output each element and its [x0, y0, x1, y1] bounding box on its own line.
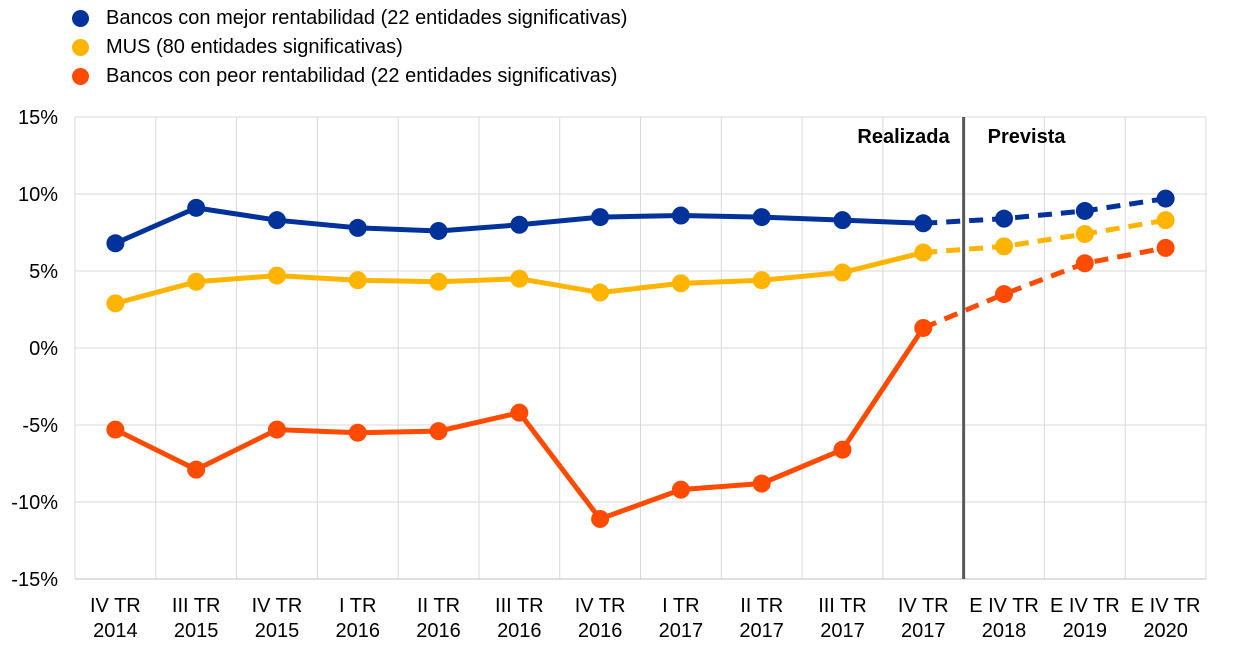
x-tick-label-year: 2018 — [982, 620, 1027, 642]
data-point — [833, 211, 852, 230]
x-tick-label-year: 2017 — [901, 620, 946, 642]
legend: Bancos con mejor rentabilidad (22 entida… — [72, 4, 627, 91]
data-point — [752, 474, 771, 493]
data-point — [267, 420, 286, 439]
y-tick-label: -10% — [11, 492, 58, 514]
data-point — [671, 206, 690, 225]
data-point — [833, 263, 852, 282]
legend-marker-best-banks — [72, 10, 89, 27]
data-point — [1075, 201, 1094, 220]
legend-label-worst-banks: Bancos con peor rentabilidad (22 entidad… — [106, 65, 618, 87]
x-tick-label-year: 2016 — [416, 620, 461, 642]
data-point — [591, 283, 610, 302]
data-point — [671, 480, 690, 499]
legend-marker-mus — [72, 39, 89, 56]
legend-label-mus: MUS (80 entidades significativas) — [106, 36, 403, 58]
data-point — [914, 318, 933, 337]
data-point — [591, 208, 610, 227]
data-point — [429, 422, 448, 441]
y-tick-label: 5% — [29, 261, 58, 283]
data-point — [348, 218, 367, 237]
x-tick-label: E IV TR — [969, 595, 1039, 617]
x-tick-label: I TR — [662, 595, 699, 617]
data-point — [1075, 254, 1094, 273]
data-point — [510, 215, 529, 234]
x-tick-label: I TR — [339, 595, 376, 617]
x-tick-label-year: 2016 — [497, 620, 542, 642]
x-tick-label: IV TR — [252, 595, 303, 617]
series-line-forecast — [923, 217, 1167, 256]
x-tick-label-year: 2017 — [820, 620, 865, 642]
data-point — [995, 285, 1014, 304]
legend-item-best-banks[interactable]: Bancos con mejor rentabilidad (22 entida… — [72, 4, 627, 33]
x-tick-label: IV TR — [90, 595, 141, 617]
x-tick-label: III TR — [818, 595, 867, 617]
data-point — [187, 460, 206, 479]
y-tick-label: 15% — [18, 107, 58, 129]
data-point — [187, 198, 206, 217]
data-point — [591, 509, 610, 528]
x-tick-label: E IV TR — [1131, 595, 1201, 617]
x-tick-label-year: 2014 — [93, 620, 138, 642]
data-point — [429, 272, 448, 291]
x-tick-label-year: 2017 — [659, 620, 704, 642]
x-tick-label: III TR — [495, 595, 544, 617]
y-tick-label: 10% — [18, 184, 58, 206]
x-tick-label: IV TR — [898, 595, 949, 617]
legend-item-worst-banks[interactable]: Bancos con peor rentabilidad (22 entidad… — [72, 62, 627, 91]
x-tick-label: II TR — [740, 595, 783, 617]
x-tick-label: II TR — [417, 595, 460, 617]
data-point — [752, 208, 771, 227]
data-point — [429, 221, 448, 240]
data-point — [914, 214, 933, 233]
x-tick-label: IV TR — [575, 595, 626, 617]
data-point — [187, 272, 206, 291]
y-tick-label: -15% — [11, 569, 58, 591]
data-point — [833, 440, 852, 459]
series-mus — [106, 211, 1175, 313]
data-point — [1156, 238, 1175, 257]
data-point — [752, 271, 771, 290]
series-line-forecast — [922, 245, 1167, 331]
data-point — [1156, 211, 1175, 230]
data-point — [348, 423, 367, 442]
data-point — [1075, 225, 1094, 244]
x-tick-label-year: 2016 — [336, 620, 381, 642]
grid: 15% 10% 5% 0% -5% -10% -15% — [11, 107, 1207, 591]
x-tick-label: E IV TR — [1050, 595, 1120, 617]
data-point — [106, 420, 125, 439]
data-point — [106, 234, 125, 253]
data-point — [510, 269, 529, 288]
legend-label-best-banks: Bancos con mejor rentabilidad (22 entida… — [106, 7, 628, 29]
x-tick-label-year: 2020 — [1143, 620, 1188, 642]
annotation-actual: Realizada — [857, 126, 950, 148]
data-point — [995, 209, 1014, 228]
data-point — [995, 237, 1014, 256]
x-tick-label: III TR — [172, 595, 221, 617]
annotation-forecast: Prevista — [988, 126, 1067, 148]
data-point — [914, 243, 933, 262]
data-point — [267, 266, 286, 285]
data-point — [671, 274, 690, 293]
data-point — [106, 294, 125, 313]
legend-item-mus[interactable]: MUS (80 entidades significativas) — [72, 33, 627, 62]
series-best-banks — [106, 189, 1175, 253]
x-tick-label-year: 2017 — [739, 620, 784, 642]
x-tick-label-year: 2015 — [255, 620, 300, 642]
x-tick-label-year: 2019 — [1063, 620, 1108, 642]
legend-marker-worst-banks — [72, 68, 89, 85]
data-point — [267, 211, 286, 230]
series-worst-banks — [106, 238, 1175, 528]
y-tick-label: -5% — [22, 415, 58, 437]
x-tick-label-year: 2016 — [578, 620, 623, 642]
x-tick-label-year: 2015 — [174, 620, 219, 642]
data-point — [510, 403, 529, 422]
data-point — [348, 271, 367, 290]
data-point — [1156, 189, 1175, 208]
y-tick-label: 0% — [29, 338, 58, 360]
series-line-forecast — [923, 196, 1166, 226]
